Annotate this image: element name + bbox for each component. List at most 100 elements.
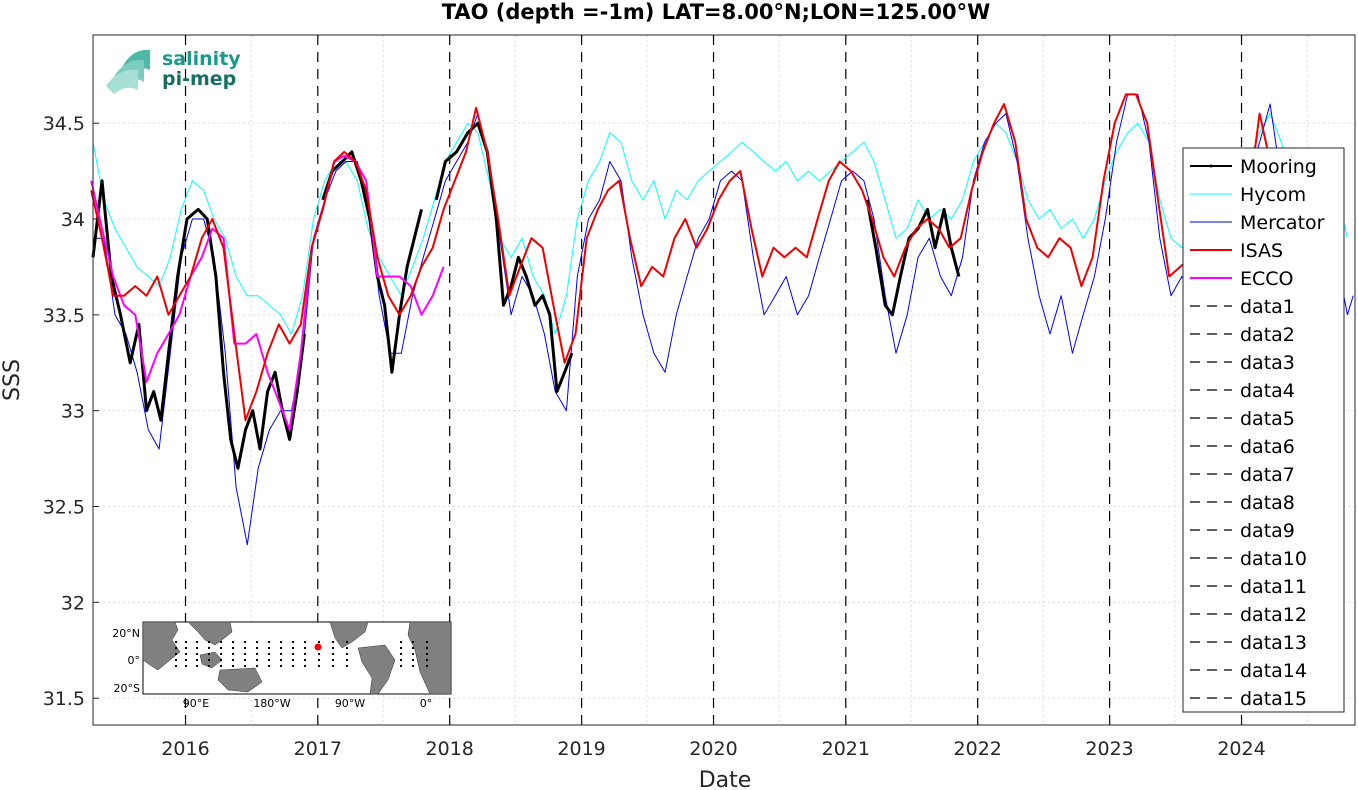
legend-item: data6: [1190, 436, 1295, 458]
inset-dot: [232, 653, 234, 655]
x-axis-ticks: 2016 2017 2018 2019 2020 2021 2022 2023 2024: [161, 719, 1266, 760]
y-tick-label: 33.5: [43, 305, 85, 327]
inset-dot: [280, 653, 282, 655]
inset-xtick-0: 90°E: [183, 697, 209, 710]
legend-label: data13: [1240, 632, 1307, 654]
inset-dot: [175, 641, 177, 643]
x-tick-label: 2022: [954, 738, 1002, 760]
logo-waves-icon: [106, 49, 150, 94]
inset-dot: [280, 647, 282, 649]
inset-dot: [400, 653, 402, 655]
inset-dot: [196, 653, 198, 655]
inset-dot: [256, 653, 258, 655]
inset-dot: [412, 641, 414, 643]
legend-item: data11: [1190, 576, 1307, 598]
legend-box: [1182, 147, 1345, 713]
inset-dot: [304, 665, 306, 667]
inset-dot: [346, 659, 348, 661]
x-tick-label: 2023: [1085, 738, 1133, 760]
salinity-pimep-logo: salinity pi-mep: [106, 48, 241, 94]
inset-dot: [426, 653, 428, 655]
inset-dot: [280, 641, 282, 643]
inset-dot: [256, 665, 258, 667]
legend-marker: [1209, 164, 1213, 168]
legend-item: data9: [1190, 520, 1295, 542]
inset-land: [142, 621, 452, 695]
legend-item: data3: [1190, 352, 1295, 374]
inset-dot: [318, 659, 320, 661]
legend: Mooring Hycom Mercator ISAS ECCO data1 data2 da…: [1182, 147, 1345, 713]
x-tick-label: 2021: [822, 738, 870, 760]
inset-dot: [244, 665, 246, 667]
inset-dot: [346, 653, 348, 655]
inset-dot: [185, 665, 187, 667]
logo-line1: salinity: [162, 48, 241, 70]
inset-dot: [332, 653, 334, 655]
inset-dot: [232, 647, 234, 649]
inset-dot: [400, 641, 402, 643]
legend-item: data13: [1190, 632, 1307, 654]
inset-dot: [304, 647, 306, 649]
legend-label: data11: [1240, 576, 1307, 598]
inset-dot: [332, 647, 334, 649]
inset-dot: [220, 647, 222, 649]
legend-item: data1: [1190, 296, 1295, 318]
inset-dot: [196, 647, 198, 649]
legend-item: data12: [1190, 604, 1307, 626]
legend-label: data12: [1240, 604, 1307, 626]
inset-dot: [292, 641, 294, 643]
legend-label: ISAS: [1240, 240, 1283, 262]
inset-dot: [268, 647, 270, 649]
inset-dot: [175, 653, 177, 655]
series-isas: [90, 93, 1192, 422]
inset-dot: [292, 647, 294, 649]
y-tick-label: 34: [61, 209, 85, 231]
legend-items: Mooring Hycom Mercator ISAS ECCO data1 data2 da…: [1190, 156, 1325, 710]
legend-label: data3: [1240, 352, 1295, 374]
inset-dot: [244, 647, 246, 649]
inset-dot: [346, 647, 348, 649]
series-hycom: [92, 113, 1348, 335]
chart-title: TAO (depth =-1m) LAT=8.00°N;LON=125.00°W: [442, 0, 991, 24]
legend-item: data10: [1190, 548, 1307, 570]
y-tick-label: 33: [61, 401, 85, 423]
x-tick-label: 2017: [294, 738, 342, 760]
inset-dot: [196, 659, 198, 661]
x-tick-label: 2024: [1217, 738, 1265, 760]
inset-dot: [280, 665, 282, 667]
legend-item: Mooring: [1190, 156, 1317, 178]
inset-dot: [220, 653, 222, 655]
inset-dot: [185, 641, 187, 643]
legend-label: data1: [1240, 296, 1295, 318]
inset-mooring-dots: [175, 641, 428, 667]
inset-dot: [232, 641, 234, 643]
inset-dot: [185, 647, 187, 649]
legend-label: data15: [1240, 688, 1307, 710]
inset-dot: [196, 641, 198, 643]
x-tick-label: 2020: [689, 738, 737, 760]
legend-item: data8: [1190, 492, 1295, 514]
legend-label: data7: [1240, 464, 1295, 486]
inset-dot: [304, 641, 306, 643]
inset-dot: [426, 641, 428, 643]
inset-dot: [426, 665, 428, 667]
inset-dot: [256, 647, 258, 649]
legend-label: ECCO: [1240, 268, 1294, 290]
inset-dot: [208, 641, 210, 643]
y-tick-label: 32.5: [43, 497, 85, 519]
x-tick-label: 2016: [161, 738, 209, 760]
legend-label: data6: [1240, 436, 1295, 458]
inset-dot: [175, 647, 177, 649]
inset-dot: [400, 665, 402, 667]
inset-dot: [400, 647, 402, 649]
x-tick-label: 2018: [426, 738, 474, 760]
legend-item: data15: [1190, 688, 1307, 710]
legend-item: ECCO: [1190, 268, 1294, 290]
inset-dot: [232, 659, 234, 661]
legend-label: Mercator: [1240, 212, 1325, 234]
y-axis-ticks: 31.5 32 32.5 33 33.5 34 34.5: [43, 113, 99, 710]
inset-dot: [346, 641, 348, 643]
inset-dot: [412, 665, 414, 667]
inset-dot: [220, 659, 222, 661]
